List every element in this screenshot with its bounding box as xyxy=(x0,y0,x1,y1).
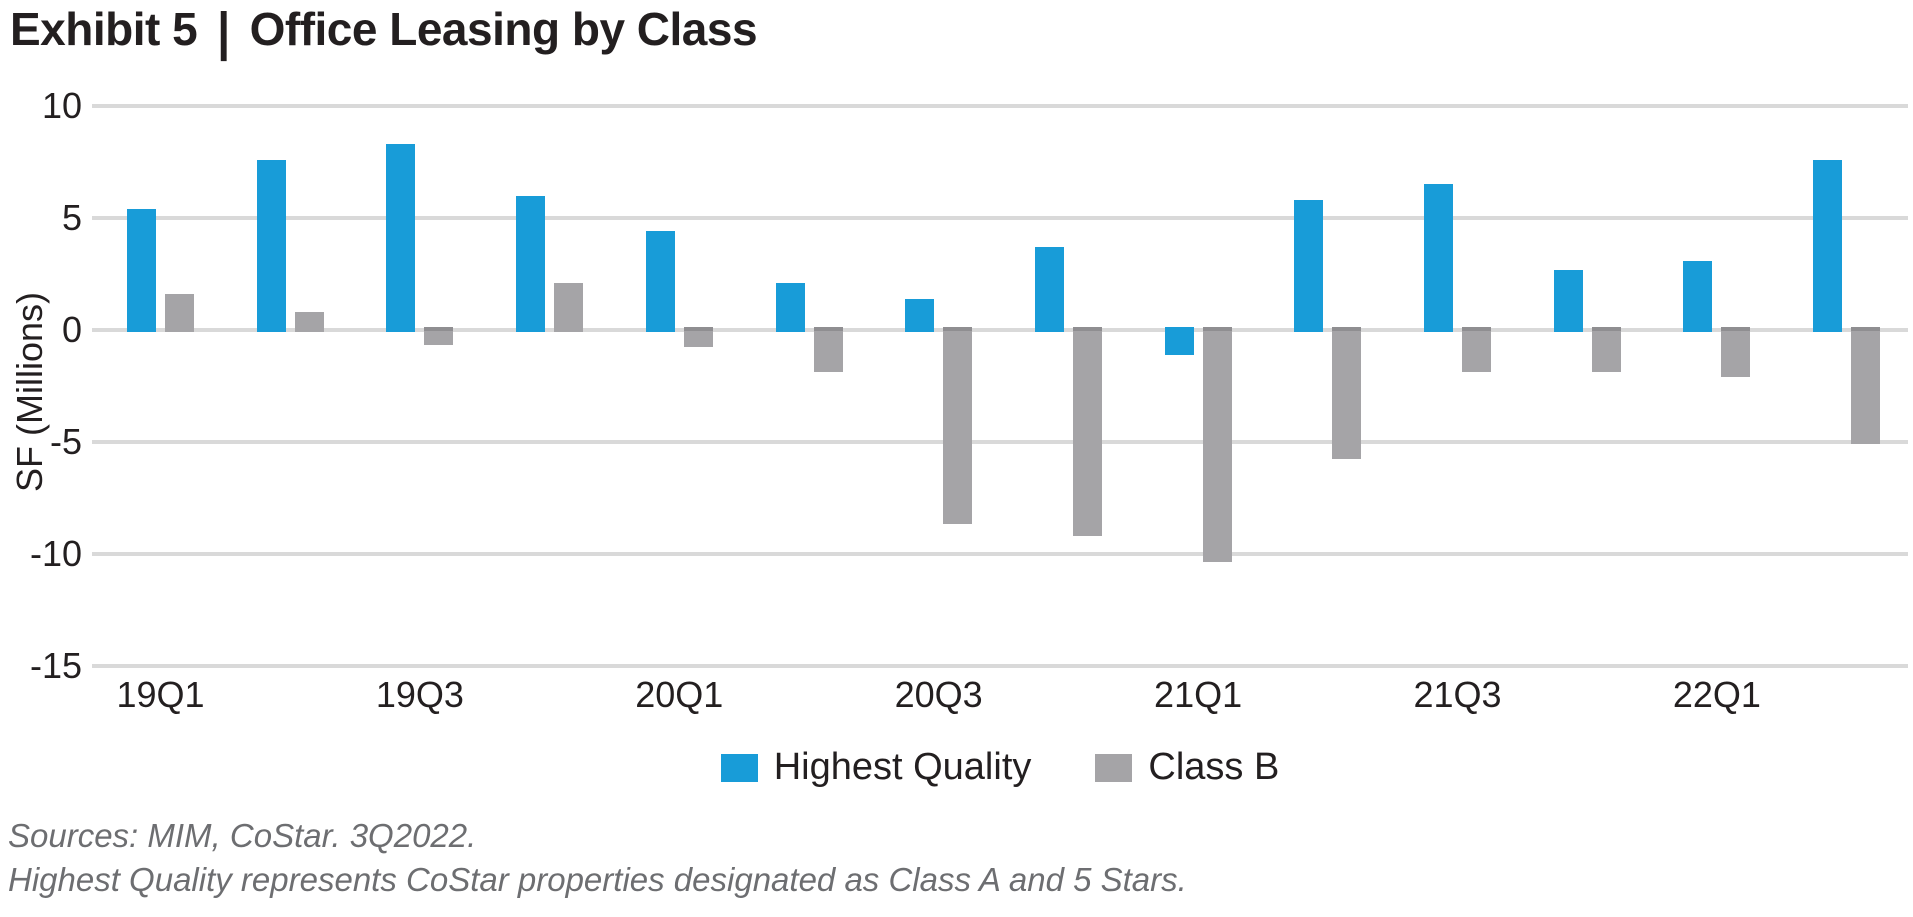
x-tick-label-20Q1: 20Q1 xyxy=(635,674,724,715)
x-tick-label-21Q3: 21Q3 xyxy=(1413,674,1502,715)
bar-highest-quality-20Q4 xyxy=(1034,247,1064,332)
gridline-y--5 xyxy=(92,440,1908,444)
bar-class-b-21Q1 xyxy=(1202,327,1232,563)
bar-highest-quality-22Q1 xyxy=(1683,260,1713,332)
legend-item-highest-quality: Highest Quality xyxy=(720,746,1032,789)
legend-swatch-class-b xyxy=(1095,753,1133,782)
bar-class-b-20Q2 xyxy=(813,327,843,373)
bar-highest-quality-21Q1 xyxy=(1164,327,1194,355)
footer-note-line: Highest Quality represents CoStar proper… xyxy=(8,861,1187,898)
x-tick-label-19Q1: 19Q1 xyxy=(116,674,205,715)
gridline-y-5 xyxy=(92,216,1908,220)
bar-class-b-22Q2 xyxy=(1851,327,1881,444)
bar-highest-quality-21Q3 xyxy=(1424,184,1453,332)
x-tick-label-19Q3: 19Q3 xyxy=(375,674,464,715)
bar-highest-quality-19Q3 xyxy=(386,144,416,332)
bar-class-b-21Q4 xyxy=(1591,327,1621,373)
bar-class-b-19Q1 xyxy=(165,294,194,332)
bar-class-b-19Q3 xyxy=(424,327,454,346)
bar-class-b-19Q2 xyxy=(294,312,324,332)
y-tick-label-10: 10 xyxy=(41,85,82,126)
bar-highest-quality-21Q2 xyxy=(1294,200,1324,332)
bar-class-b-20Q4 xyxy=(1072,327,1102,536)
x-tick-label-22Q1: 22Q1 xyxy=(1672,674,1761,715)
bar-class-b-20Q3 xyxy=(943,327,973,525)
bar-highest-quality-20Q2 xyxy=(775,282,805,332)
legend-label-class-b: Class B xyxy=(1148,746,1280,788)
page-title: Exhibit 5 | Office Leasing by Class xyxy=(10,1,758,61)
y-tick-label-0: 0 xyxy=(61,309,82,350)
gridline-y-0 xyxy=(92,328,1908,332)
bar-class-b-20Q1 xyxy=(683,327,713,348)
title-separator: | xyxy=(217,1,230,61)
bar-highest-quality-20Q3 xyxy=(905,298,935,332)
exhibit-label: Exhibit 5 xyxy=(10,3,198,55)
bar-highest-quality-22Q2 xyxy=(1813,159,1843,332)
y-tick-label-5: 5 xyxy=(61,197,82,238)
legend-swatch-highest-quality xyxy=(720,753,758,782)
bar-highest-quality-21Q4 xyxy=(1553,269,1583,332)
chart-footer: Sources: MIM, CoStar. 3Q2022. Highest Qu… xyxy=(8,814,1187,902)
x-tick-label-21Q1: 21Q1 xyxy=(1154,674,1243,715)
gridline-y--15 xyxy=(92,664,1908,668)
bar-highest-quality-19Q2 xyxy=(256,159,286,332)
footer-sources-line: Sources: MIM, CoStar. 3Q2022. xyxy=(8,817,477,854)
bar-highest-quality-19Q1 xyxy=(127,209,156,332)
chart-title: Office Leasing by Class xyxy=(249,3,758,55)
chart-legend: Highest Quality Class B xyxy=(92,746,1908,789)
bar-class-b-21Q3 xyxy=(1462,327,1491,373)
bar-class-b-22Q1 xyxy=(1721,327,1751,377)
bar-highest-quality-20Q1 xyxy=(645,231,675,332)
bar-highest-quality-19Q4 xyxy=(516,195,546,332)
gridline-y-10 xyxy=(92,104,1908,108)
y-tick-label--5: -5 xyxy=(49,421,82,462)
bar-class-b-21Q2 xyxy=(1332,327,1362,460)
legend-item-class-b: Class B xyxy=(1095,746,1279,789)
gridline-y--10 xyxy=(92,552,1908,556)
y-tick-label--15: -15 xyxy=(29,645,82,686)
y-tick-label--10: -10 xyxy=(29,533,82,574)
x-tick-label-20Q3: 20Q3 xyxy=(894,674,983,715)
legend-label-highest-quality: Highest Quality xyxy=(773,746,1032,788)
bar-class-b-19Q4 xyxy=(554,282,584,332)
